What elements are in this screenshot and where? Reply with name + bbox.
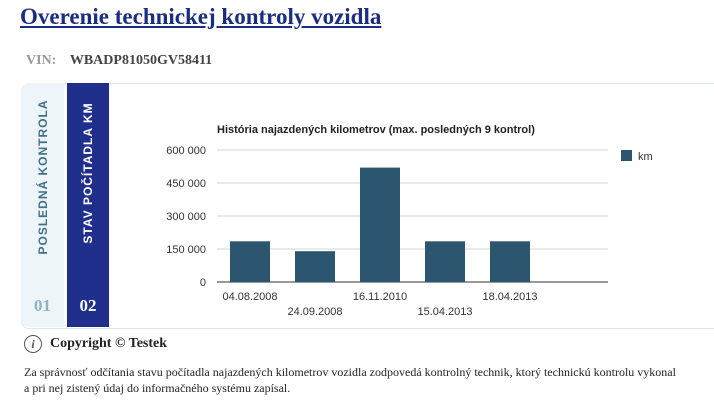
disclaimer-text: Za správnosť odčítania stavu počítadla n…: [24, 365, 676, 395]
tab-number: 01: [34, 296, 51, 315]
vin-value: WBADP81050GV58411: [69, 53, 213, 68]
vin-row: VIN: WBADP81050GV58411: [26, 53, 212, 69]
info-icon: i: [24, 335, 42, 353]
tab-label: STAV POČÍTADLA KM: [81, 102, 95, 244]
tab-label: POSLEDNÁ KONTROLA: [35, 99, 50, 255]
content-panel: [21, 83, 714, 329]
tab-stav-pocitadla-km[interactable]: STAV POČÍTADLA KM 02: [67, 83, 109, 327]
tab-number: 02: [79, 296, 97, 315]
copyright-text: Copyright © Testek: [50, 336, 168, 351]
copyright: i Copyright © Testek: [24, 335, 167, 353]
tab-posledna-kontrola[interactable]: POSLEDNÁ KONTROLA 01: [21, 83, 64, 327]
page-title[interactable]: Overenie technickej kontroly vozidla: [20, 4, 382, 29]
vin-label: VIN:: [26, 53, 57, 68]
